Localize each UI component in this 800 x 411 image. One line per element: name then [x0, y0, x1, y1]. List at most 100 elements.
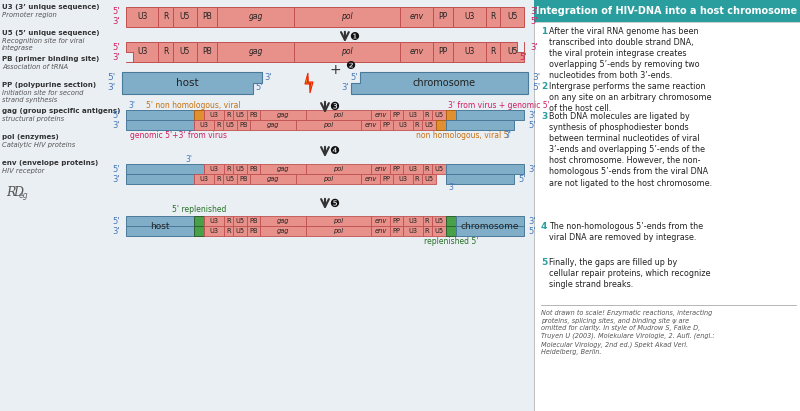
- Text: PP (polypurine section): PP (polypurine section): [2, 82, 96, 88]
- Text: R: R: [490, 12, 496, 21]
- Bar: [381, 120, 393, 130]
- Text: 3': 3': [528, 217, 536, 226]
- Bar: [432, 226, 446, 236]
- Text: 5': 5': [108, 72, 116, 81]
- Bar: [237, 174, 250, 184]
- Bar: [296, 120, 361, 130]
- Text: U5: U5: [434, 112, 443, 118]
- Bar: [390, 216, 403, 226]
- Bar: [294, 42, 400, 62]
- Text: env: env: [374, 218, 386, 224]
- Bar: [259, 110, 306, 120]
- Text: gag (group specific antigens): gag (group specific antigens): [2, 108, 120, 114]
- Text: U5: U5: [424, 176, 434, 182]
- Bar: [204, 110, 224, 120]
- Text: R: R: [6, 185, 15, 199]
- Bar: [306, 226, 370, 236]
- Text: PB: PB: [249, 228, 258, 234]
- Bar: [259, 164, 306, 174]
- Text: PP: PP: [393, 218, 401, 224]
- Bar: [218, 42, 294, 62]
- Text: ❷: ❷: [345, 61, 355, 71]
- Bar: [194, 226, 204, 236]
- Bar: [237, 120, 250, 130]
- Text: R: R: [216, 176, 221, 182]
- Bar: [370, 110, 390, 120]
- Text: U5: U5: [235, 112, 245, 118]
- Bar: [126, 7, 158, 27]
- Bar: [446, 120, 514, 130]
- Bar: [224, 216, 233, 226]
- Text: U5: U5: [226, 176, 234, 182]
- Text: pol: pol: [334, 228, 343, 234]
- Bar: [259, 216, 306, 226]
- Bar: [393, 120, 413, 130]
- Text: ❺: ❺: [329, 199, 339, 209]
- Text: 5': 5': [518, 175, 526, 183]
- Text: gag: gag: [249, 12, 263, 21]
- Bar: [433, 42, 454, 62]
- Text: Not drawn to scale! Enzymatic reactions, interacting
proteins, splicing sites, a: Not drawn to scale! Enzymatic reactions,…: [541, 310, 714, 355]
- Text: non homologous, viral 5': non homologous, viral 5': [416, 131, 510, 139]
- Text: U5: U5: [235, 166, 245, 172]
- Text: U3: U3: [199, 122, 208, 128]
- Bar: [197, 42, 218, 62]
- Text: PB: PB: [249, 112, 258, 118]
- Text: 5' non homologous, viral: 5' non homologous, viral: [146, 101, 241, 109]
- Text: genomic 5'+3' from virus: genomic 5'+3' from virus: [130, 131, 227, 139]
- Text: R: R: [163, 12, 169, 21]
- Text: env: env: [365, 176, 377, 182]
- Text: R: R: [415, 122, 419, 128]
- Text: R: R: [226, 166, 230, 172]
- Text: U5: U5: [434, 228, 443, 234]
- Bar: [413, 120, 422, 130]
- Bar: [197, 7, 218, 27]
- Text: 5: 5: [541, 258, 547, 267]
- Text: U3: U3: [408, 112, 418, 118]
- Bar: [224, 110, 233, 120]
- Text: 3' from virus + genomic 5': 3' from virus + genomic 5': [448, 101, 550, 109]
- Text: structural proteins: structural proteins: [2, 116, 64, 122]
- Text: PB: PB: [202, 48, 212, 56]
- Bar: [370, 216, 390, 226]
- Text: 3': 3': [264, 72, 272, 81]
- Bar: [403, 110, 422, 120]
- Text: U5: U5: [180, 48, 190, 56]
- Text: env: env: [410, 12, 423, 21]
- Bar: [126, 120, 194, 130]
- Text: 3': 3': [530, 7, 538, 16]
- Bar: [501, 42, 524, 62]
- Bar: [306, 110, 370, 120]
- Text: Finally, the gaps are filled up by
cellular repair proteins, which recognize
sin: Finally, the gaps are filled up by cellu…: [549, 258, 710, 289]
- Bar: [224, 226, 233, 236]
- Text: U3: U3: [137, 48, 147, 56]
- Text: PB (primer binding site): PB (primer binding site): [2, 56, 99, 62]
- Bar: [403, 216, 422, 226]
- Bar: [422, 216, 432, 226]
- Text: U3: U3: [464, 12, 474, 21]
- Text: 5': 5': [113, 42, 120, 51]
- Text: Catalytic HIV proteins: Catalytic HIV proteins: [2, 142, 75, 148]
- Bar: [233, 216, 247, 226]
- Bar: [222, 120, 237, 130]
- Text: gag: gag: [277, 112, 289, 118]
- Bar: [413, 174, 422, 184]
- Text: R: R: [490, 48, 496, 56]
- Text: 5': 5': [113, 111, 120, 120]
- Text: 3': 3': [528, 111, 536, 120]
- Bar: [454, 7, 486, 27]
- Bar: [432, 164, 446, 174]
- Text: 3': 3': [342, 83, 349, 92]
- Bar: [250, 174, 296, 184]
- Text: 3': 3': [530, 42, 538, 51]
- Bar: [422, 120, 436, 130]
- Text: pol: pol: [334, 166, 343, 172]
- Text: R: R: [226, 228, 230, 234]
- Bar: [296, 174, 361, 184]
- Bar: [224, 164, 233, 174]
- Text: Association of tRNA: Association of tRNA: [2, 64, 68, 70]
- Text: R: R: [216, 122, 221, 128]
- Polygon shape: [351, 72, 528, 94]
- Text: After the viral RNA genome has been
transcribed into double strand DNA,
the vira: After the viral RNA genome has been tran…: [549, 27, 700, 81]
- Bar: [446, 110, 456, 120]
